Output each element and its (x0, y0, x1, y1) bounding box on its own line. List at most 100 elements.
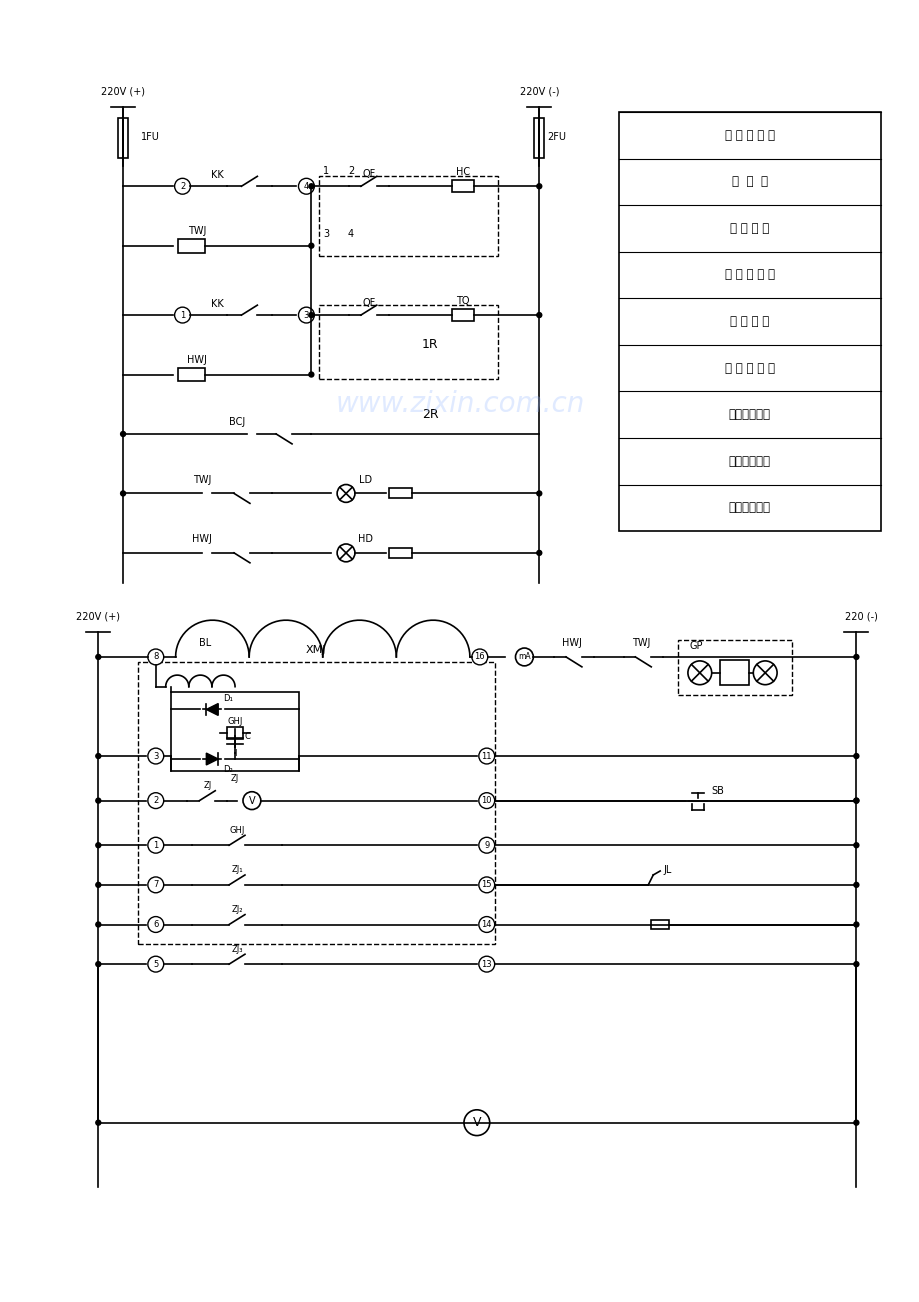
Circle shape (478, 837, 494, 853)
Text: 7: 7 (153, 880, 158, 889)
Circle shape (148, 878, 164, 893)
Circle shape (515, 648, 533, 665)
Text: 11: 11 (481, 751, 492, 760)
Text: KK: KK (210, 299, 223, 309)
Bar (177, 367, 205, 381)
Bar (451, 180, 473, 193)
Circle shape (148, 749, 164, 764)
Circle shape (148, 956, 164, 973)
Text: 1: 1 (323, 167, 329, 176)
Text: 220 (-): 220 (-) (844, 612, 877, 621)
Bar (534, 117, 544, 158)
Circle shape (478, 793, 494, 809)
Text: 15: 15 (481, 880, 492, 889)
Text: SB: SB (710, 785, 723, 796)
Text: KK: KK (210, 171, 223, 181)
Text: QF: QF (362, 169, 375, 180)
Text: 13: 13 (481, 960, 492, 969)
Text: 4: 4 (347, 229, 354, 238)
Circle shape (309, 243, 313, 249)
Circle shape (120, 431, 125, 436)
Bar (451, 309, 473, 322)
Text: TQ: TQ (456, 296, 470, 306)
Text: ZJ: ZJ (231, 775, 239, 784)
Circle shape (148, 648, 164, 665)
Text: I: I (233, 749, 236, 758)
Circle shape (853, 1120, 858, 1125)
Text: 5: 5 (153, 960, 158, 969)
Text: 合 位 继 电 器: 合 位 继 电 器 (724, 362, 774, 375)
Text: V: V (472, 1116, 481, 1129)
Circle shape (96, 798, 101, 803)
Circle shape (96, 1120, 101, 1125)
Text: HD: HD (358, 534, 373, 544)
Text: C: C (244, 732, 250, 741)
Text: 2FU: 2FU (547, 132, 565, 142)
Bar (138, 661, 494, 944)
Text: 1: 1 (180, 311, 185, 319)
Circle shape (853, 798, 858, 803)
Circle shape (96, 754, 101, 759)
Text: 2R: 2R (422, 408, 438, 421)
Text: 3: 3 (153, 751, 158, 760)
Circle shape (175, 307, 190, 323)
Text: HC: HC (456, 168, 470, 177)
Text: www.zixin.com.cn: www.zixin.com.cn (335, 391, 584, 418)
Text: 220V (-): 220V (-) (519, 86, 559, 96)
Text: JL: JL (664, 865, 672, 875)
Bar (677, 641, 791, 694)
Circle shape (478, 878, 494, 893)
Text: D₂: D₂ (223, 766, 233, 775)
Circle shape (96, 922, 101, 927)
Text: 4: 4 (303, 182, 309, 191)
Text: 3: 3 (303, 311, 309, 319)
Circle shape (853, 655, 858, 659)
Text: HWJ: HWJ (562, 638, 582, 648)
Bar (651, 919, 668, 930)
Circle shape (148, 837, 164, 853)
Bar (118, 117, 128, 158)
Circle shape (478, 956, 494, 973)
Circle shape (463, 1109, 489, 1135)
Circle shape (687, 661, 711, 685)
Text: mA: mA (517, 652, 530, 661)
Circle shape (853, 842, 858, 848)
Bar (170, 691, 300, 771)
Text: 8: 8 (153, 652, 158, 661)
Text: LD: LD (359, 474, 372, 484)
Polygon shape (206, 703, 218, 715)
Text: ZJ: ZJ (203, 781, 211, 790)
Bar (319, 176, 497, 255)
Circle shape (478, 749, 494, 764)
Circle shape (309, 312, 313, 318)
Circle shape (853, 922, 858, 927)
Text: 16: 16 (474, 652, 484, 661)
Circle shape (96, 962, 101, 966)
Circle shape (309, 184, 313, 189)
Text: GHJ: GHJ (229, 825, 244, 835)
Polygon shape (206, 753, 218, 766)
Text: 2: 2 (347, 167, 354, 176)
Circle shape (536, 551, 541, 556)
Text: 220V (+): 220V (+) (76, 612, 120, 621)
Circle shape (471, 648, 487, 665)
Text: GHJ: GHJ (227, 717, 243, 725)
Text: HWJ: HWJ (187, 354, 207, 365)
Circle shape (120, 491, 125, 496)
Text: TWJ: TWJ (631, 638, 650, 648)
Text: 3: 3 (323, 229, 329, 238)
Circle shape (309, 372, 313, 378)
Circle shape (336, 544, 355, 562)
Circle shape (243, 792, 261, 810)
Text: HWJ: HWJ (192, 534, 212, 544)
Text: 10: 10 (481, 796, 492, 805)
Bar (227, 728, 243, 740)
Text: 2: 2 (153, 796, 158, 805)
Text: 合闸位置信号: 合闸位置信号 (728, 501, 770, 514)
Text: XMJ: XMJ (306, 644, 326, 655)
Circle shape (336, 484, 355, 503)
Bar (719, 660, 749, 685)
Circle shape (96, 842, 101, 848)
Text: BCJ: BCJ (229, 417, 244, 427)
Circle shape (853, 962, 858, 966)
